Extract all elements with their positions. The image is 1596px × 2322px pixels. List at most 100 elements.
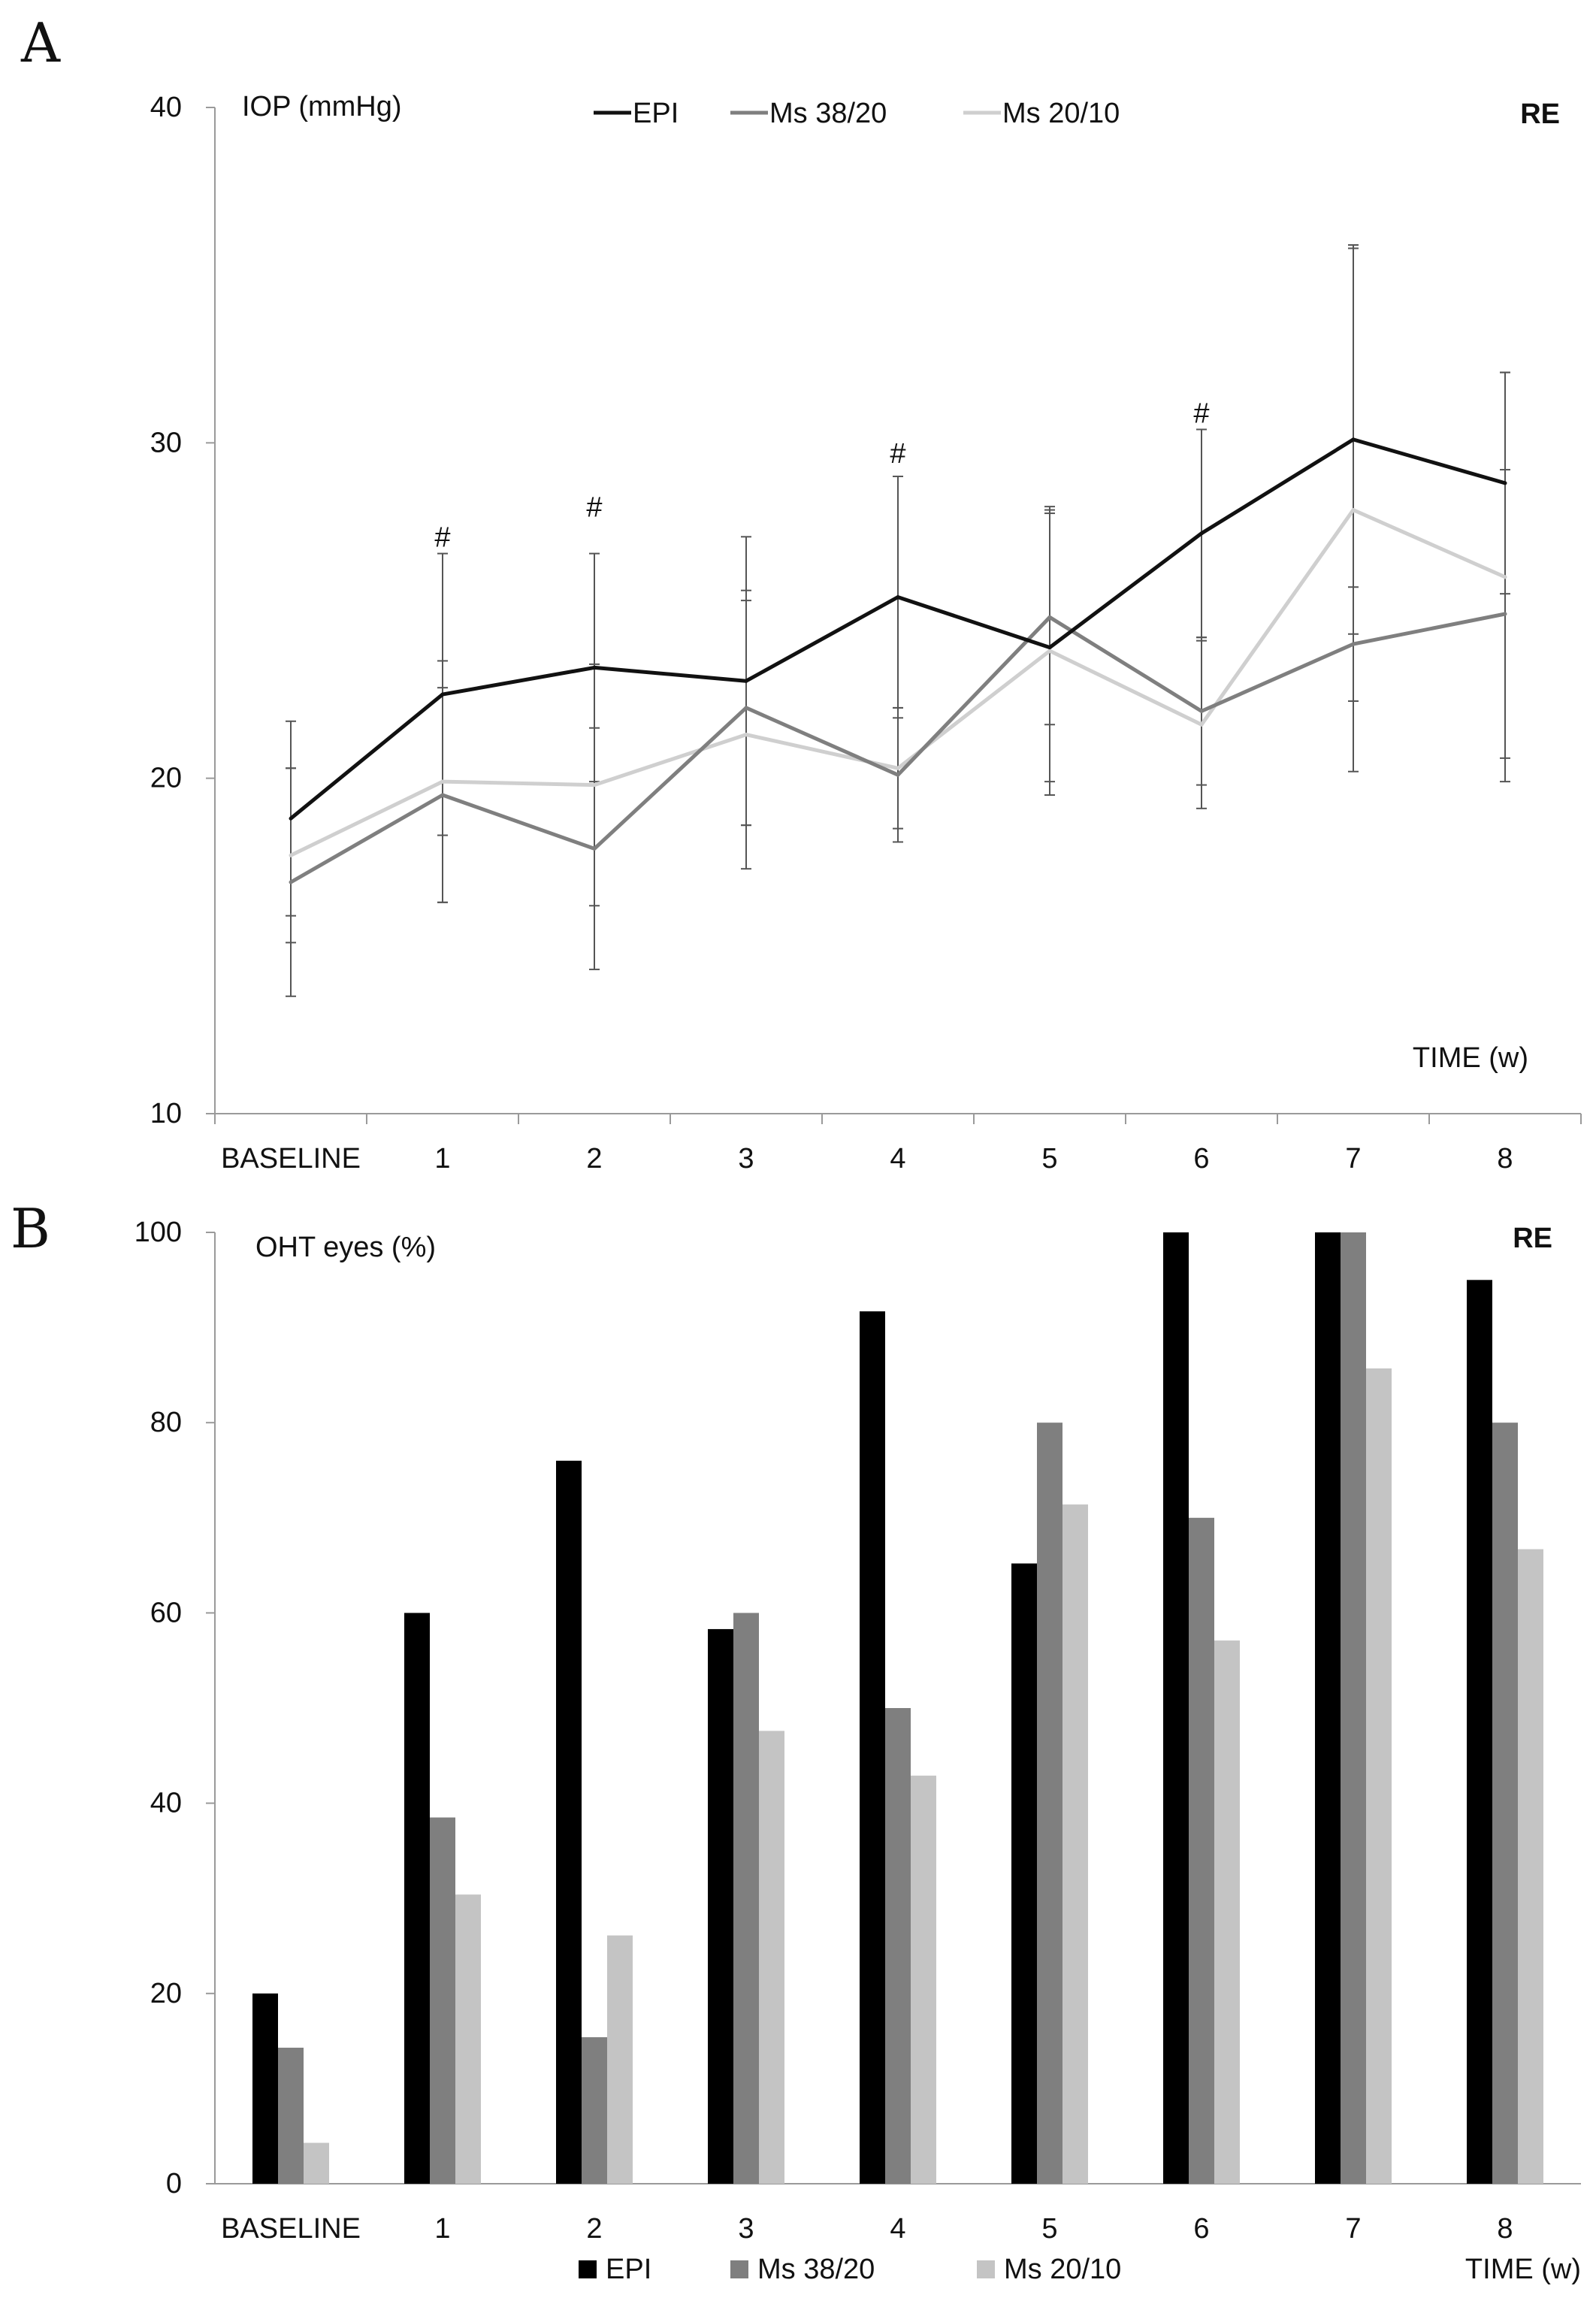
panel-label-a: A xyxy=(20,11,61,74)
bar-ms-20-10 xyxy=(1062,1504,1088,2184)
data-point-ms-38-20 xyxy=(896,772,900,777)
legend-label-ms-20-10: Ms 20/10 xyxy=(1004,2254,1121,2285)
x-tick-label: 4 xyxy=(890,1143,905,1175)
legend-swatch-ms-38-20 xyxy=(730,2260,748,2278)
y-axis-title: IOP (mmHg) xyxy=(242,91,402,122)
bar-ms-20-10 xyxy=(911,1775,936,2184)
bar-ms-38-20 xyxy=(1492,1423,1518,2184)
bar-ms-38-20 xyxy=(1189,1517,1214,2184)
x-tick-label: 6 xyxy=(1193,1143,1209,1175)
bar-epi xyxy=(1315,1232,1341,2184)
bar-epi xyxy=(860,1311,885,2184)
data-point-ms-38-20 xyxy=(744,706,748,710)
y-tick-label: 40 xyxy=(150,1788,182,1819)
x-tick-label: 7 xyxy=(1345,2213,1361,2245)
x-tick-label: 6 xyxy=(1193,2213,1209,2245)
y-tick-label: 0 xyxy=(166,2168,182,2200)
y-tick-label: 80 xyxy=(150,1407,182,1438)
data-point-epi xyxy=(1503,481,1507,485)
significance-marker: # xyxy=(586,492,602,524)
bar-ms-20-10 xyxy=(455,1894,481,2184)
x-tick-label: 2 xyxy=(586,2213,602,2245)
bar-ms-38-20 xyxy=(1341,1232,1366,2184)
x-tick-label: 2 xyxy=(586,1143,602,1175)
data-point-epi xyxy=(592,665,597,670)
x-axis-title: TIME (w) xyxy=(1465,2254,1581,2285)
x-tick-label: 1 xyxy=(434,2213,450,2245)
legend-label-ms-20-10: Ms 20/10 xyxy=(1002,98,1120,129)
bar-epi xyxy=(1011,1563,1037,2184)
data-point-ms-20-10 xyxy=(896,766,900,770)
y-axis-title: OHT eyes (%) xyxy=(255,1232,436,1263)
y-tick-label: 20 xyxy=(150,763,182,794)
data-point-ms-38-20 xyxy=(1503,612,1507,616)
legend-label-ms-38-20: Ms 38/20 xyxy=(769,98,887,129)
x-tick-label: 1 xyxy=(434,1143,450,1175)
bar-epi xyxy=(404,1613,430,2184)
significance-marker: # xyxy=(890,438,905,470)
x-tick-label: 5 xyxy=(1041,1143,1057,1175)
x-tick-label: 5 xyxy=(1041,2213,1057,2245)
bar-ms-20-10 xyxy=(1366,1368,1392,2184)
panel-b: B 0 20 40 60 80 100 BASELINE 1 2 3 4 5 6 7 8 OHT eyes (%… xyxy=(11,1197,1581,2285)
data-point-ms-38-20 xyxy=(289,880,293,884)
legend-label-epi: EPI xyxy=(633,98,679,129)
corner-label: RE xyxy=(1513,1223,1552,1254)
data-point-ms-20-10 xyxy=(592,783,597,788)
data-point-ms-20-10 xyxy=(440,779,445,784)
bar-epi xyxy=(708,1628,733,2184)
data-point-ms-20-10 xyxy=(289,853,293,857)
bar-ms-20-10 xyxy=(304,2142,329,2184)
bar-ms-38-20 xyxy=(885,1708,911,2184)
data-point-ms-38-20 xyxy=(1351,642,1356,646)
bar-epi xyxy=(556,1460,582,2184)
data-point-epi xyxy=(1047,646,1052,650)
bar-ms-20-10 xyxy=(1214,1640,1240,2184)
y-tick-label: 100 xyxy=(135,1217,182,1248)
legend-swatch-epi xyxy=(579,2260,597,2278)
data-point-epi xyxy=(289,816,293,821)
panel-a: A 10 20 30 40 BASELINE 1 2 3 4 5 6 7 8 IOP (mmHg) TIME … xyxy=(20,11,1582,1175)
data-point-ms-38-20 xyxy=(440,793,445,797)
data-point-ms-20-10 xyxy=(1199,722,1204,727)
bar-ms-20-10 xyxy=(759,1731,784,2184)
data-point-ms-38-20 xyxy=(592,846,597,851)
x-tick-label: 8 xyxy=(1497,1143,1513,1175)
bar-ms-38-20 xyxy=(733,1613,759,2184)
bar-epi xyxy=(252,1993,278,2184)
bar-ms-38-20 xyxy=(582,2037,607,2184)
bar-ms-20-10 xyxy=(607,1935,633,2184)
significance-marker: # xyxy=(434,522,450,554)
data-point-ms-20-10 xyxy=(1503,575,1507,579)
x-tick-label: 3 xyxy=(738,2213,754,2245)
data-point-ms-38-20 xyxy=(1199,709,1204,713)
bar-ms-38-20 xyxy=(278,2047,304,2184)
x-axis-title: TIME (w) xyxy=(1413,1042,1528,1074)
data-point-ms-20-10 xyxy=(1351,508,1356,512)
data-point-ms-20-10 xyxy=(744,733,748,737)
x-tick-label: 3 xyxy=(738,1143,754,1175)
y-tick-label: 40 xyxy=(150,92,182,123)
corner-label: RE xyxy=(1520,98,1560,130)
data-point-epi xyxy=(896,595,900,600)
legend-label-ms-38-20: Ms 38/20 xyxy=(757,2254,875,2285)
legend-label-epi: EPI xyxy=(606,2254,651,2285)
significance-marker: # xyxy=(1193,398,1209,430)
data-point-epi xyxy=(1199,531,1204,536)
data-point-ms-38-20 xyxy=(1047,615,1052,619)
bar-epi xyxy=(1467,1280,1492,2184)
y-tick-label: 10 xyxy=(150,1098,182,1129)
x-tick-label: 7 xyxy=(1345,1143,1361,1175)
bar-ms-20-10 xyxy=(1518,1549,1543,2184)
x-tick-label: 8 xyxy=(1497,2213,1513,2245)
bar-ms-38-20 xyxy=(430,1817,455,2184)
x-tick-label: BASELINE xyxy=(221,1143,361,1175)
data-point-epi xyxy=(440,692,445,697)
y-tick-label: 60 xyxy=(150,1597,182,1628)
x-tick-label: 4 xyxy=(890,2213,905,2245)
bar-epi xyxy=(1163,1232,1189,2184)
y-tick-label: 20 xyxy=(150,1978,182,2009)
data-point-epi xyxy=(1351,437,1356,442)
data-point-epi xyxy=(744,679,748,683)
